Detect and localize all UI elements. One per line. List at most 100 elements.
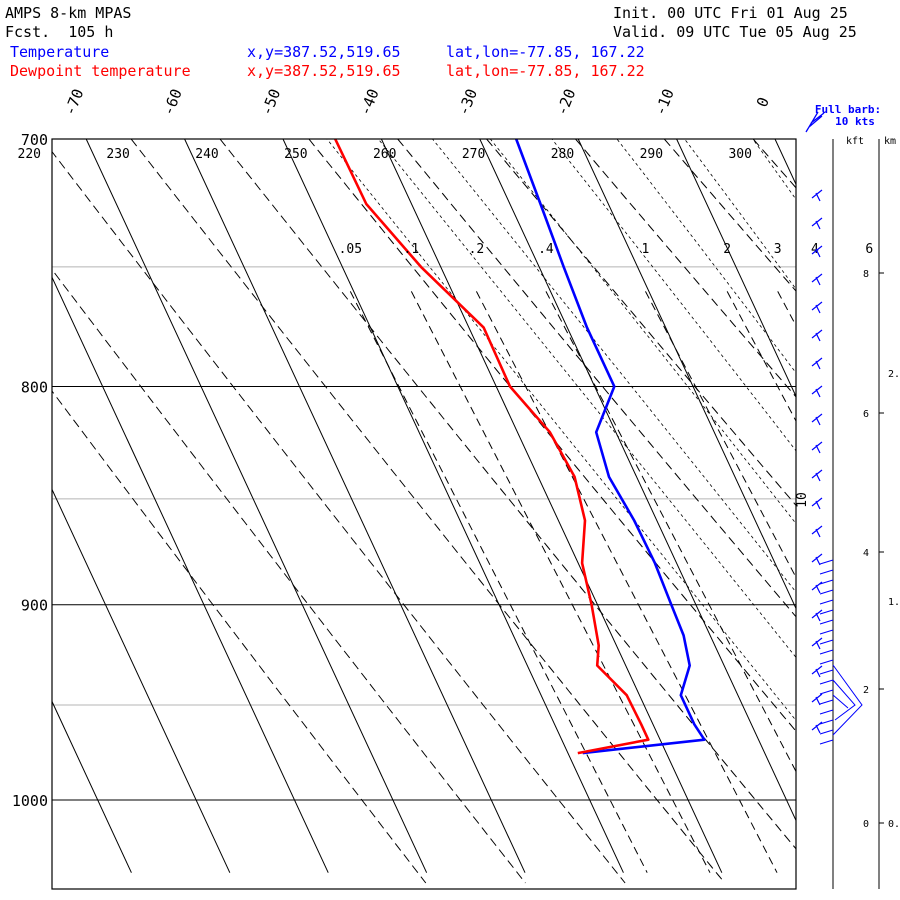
wind-barb (819, 689, 834, 695)
wind-barb (819, 729, 834, 735)
wind-barb (811, 357, 823, 370)
wind-barb (811, 273, 823, 286)
isotherm-line (577, 139, 796, 610)
wind-barb (811, 553, 823, 566)
mixing-ratio-line (645, 291, 796, 579)
isotherm-line (774, 139, 796, 186)
wind-barb (819, 659, 834, 665)
mixing-ratio-label: 4 (811, 242, 819, 257)
dry-adiabat (397, 139, 796, 618)
kft-tick-label: 2 (863, 685, 869, 696)
moist-adiabat (377, 139, 796, 659)
wind-barb (819, 629, 834, 635)
wind-barb (819, 699, 834, 705)
dry-adiabat-label: 290 (640, 147, 663, 162)
wind-barb (811, 581, 823, 594)
mixing-ratio-label: .4 (538, 242, 554, 257)
chart-header: AMPS 8-km MPAS Fcst. 105 h Init. 00 UTC … (0, 0, 900, 82)
wind-barb (811, 665, 823, 678)
dry-adiabat (130, 139, 726, 884)
mixing-ratio-label: 6 (865, 242, 873, 257)
barb-legend-symbol (805, 111, 825, 133)
mixing-ratio-line (349, 291, 648, 873)
wind-barb (819, 639, 834, 645)
mixing-ratio-label: .05 (339, 242, 362, 257)
temperature-xy: x,y=387.52,519.65 (247, 43, 401, 61)
wind-barb (811, 525, 823, 538)
wind-barb (819, 569, 834, 575)
mixing-ratio-line (475, 291, 778, 873)
dry-adiabat (575, 139, 796, 398)
km-axis-label: km (884, 136, 896, 147)
isobar-label: 900 (21, 597, 48, 615)
wind-barb (811, 329, 823, 342)
kft-tick-label: 8 (863, 269, 869, 280)
km-tick-label: 2. (888, 369, 900, 380)
dry-adiabat (52, 268, 526, 884)
wind-barb (811, 497, 823, 510)
dewpoint-latlon: lat,lon=-77.85, 167.22 (446, 62, 645, 80)
wind-barb (811, 609, 823, 622)
wind-barb (819, 649, 834, 655)
wind-barb (819, 589, 834, 595)
wind-barb (811, 721, 823, 734)
wind-barb (811, 413, 823, 426)
km-tick-label: 0. (888, 819, 900, 830)
dry-adiabat (308, 139, 796, 732)
isotherm-line (380, 139, 723, 873)
wind-barb (811, 301, 823, 314)
dry-adiabat-label: 270 (462, 147, 485, 162)
isobar-label: 800 (21, 378, 48, 396)
profile-lines (334, 139, 706, 755)
temperature-latlon: lat,lon=-77.85, 167.22 (446, 43, 645, 61)
wind-barb (819, 579, 834, 585)
wind-barb (811, 385, 823, 398)
wind-barb (811, 693, 823, 706)
temperature-profile (514, 139, 706, 755)
kft-axis-label: kft (846, 136, 864, 147)
kft-tick-label: 4 (863, 548, 869, 559)
isotherm-line (282, 139, 624, 873)
grid-lines (52, 139, 796, 884)
wind-barb (819, 669, 834, 675)
isotherm-line (479, 139, 796, 822)
isotherm-label: -30 (454, 86, 481, 118)
plot-border (51, 138, 797, 890)
mixing-ratio-label: 3 (774, 242, 782, 257)
mixing-ratio-line (545, 291, 796, 773)
mixing-ratio-label: 2 (723, 242, 731, 257)
wind-barb (819, 739, 834, 745)
moist-adiabat (432, 139, 796, 593)
wind-barb (811, 469, 823, 482)
isotherm-line (676, 139, 796, 398)
legend-temperature: Temperature (10, 43, 110, 61)
wind-barb-column: Full barb:10 kts 10 (795, 103, 881, 745)
dry-adiabat-label: 220 (18, 147, 41, 162)
isobar-label: 700 (21, 131, 48, 149)
wind-barb-cluster (832, 664, 863, 736)
dry-adiabat-label: 280 (551, 147, 574, 162)
isotherm-line (85, 139, 428, 873)
dry-adiabat-label: 230 (106, 147, 129, 162)
isotherm-line (184, 139, 526, 873)
barb-legend-title: Full barb: (815, 103, 881, 116)
dry-adiabat-label: 300 (728, 147, 751, 162)
isotherm-line (52, 488, 231, 873)
dewpoint-profile (334, 139, 650, 755)
barb-legend-value: 10 kts (835, 115, 875, 128)
wind-barb (819, 559, 834, 565)
km-tick-label: 1. (888, 597, 900, 608)
dry-adiabat-label: 240 (195, 147, 218, 162)
legend-dewpoint: Dewpoint temperature (10, 62, 191, 80)
dewpoint-xy: x,y=387.52,519.65 (247, 62, 401, 80)
height-axis: kft km 0 2 4 6 8 0. 1. 2. (846, 136, 900, 830)
plot-frame (51, 138, 880, 890)
mixing-ratio-label: .1 (404, 242, 420, 257)
isobar-label: 1000 (12, 792, 48, 810)
isotherm-label: -40 (356, 86, 383, 118)
dry-adiabat (486, 139, 796, 507)
init-time: Init. 00 UTC Fri 01 Aug 25 (613, 4, 848, 22)
wind-barb (819, 619, 834, 625)
isotherm-label: -70 (61, 86, 88, 118)
